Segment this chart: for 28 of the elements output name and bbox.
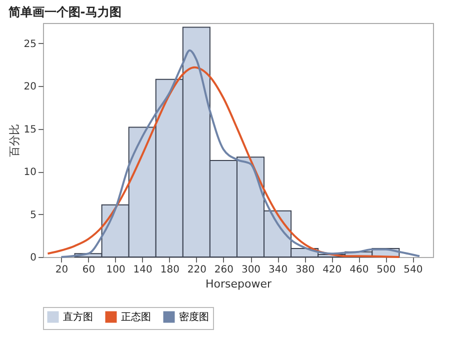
x-tick-label: 20 (55, 264, 68, 276)
x-tick-label: 100 (106, 264, 126, 276)
y-tick-label: 25 (24, 38, 36, 50)
y-tick-label: 10 (24, 167, 36, 178)
y-tick-label: 5 (30, 210, 36, 221)
y-tick-label: 0 (30, 252, 36, 264)
x-axis-title: Horsepower (205, 278, 272, 290)
chart-title: 简单画一个图-马力图 (7, 5, 122, 19)
x-tick-label: 60 (82, 264, 96, 276)
legend-label: 直方图 (63, 311, 93, 323)
x-tick-label: 540 (404, 264, 423, 276)
legend-label: 密度图 (179, 311, 209, 323)
x-tick-label: 380 (296, 264, 315, 276)
x-tick-label: 500 (376, 264, 396, 276)
y-axis-title: 百分比 (8, 124, 21, 157)
x-tick-label: 460 (350, 264, 369, 276)
y-tick-label: 20 (24, 82, 36, 93)
x-tick-label: 220 (187, 264, 206, 276)
x-tick-label: 260 (214, 264, 234, 276)
x-tick-label: 140 (133, 264, 152, 276)
x-tick-label: 340 (268, 264, 288, 276)
y-tick-label: 15 (24, 124, 36, 136)
x-tick-label: 420 (322, 264, 342, 276)
legend-label: 正态图 (121, 311, 151, 323)
line-series (60, 49, 420, 258)
line-series (46, 66, 400, 258)
x-tick-label: 180 (160, 264, 180, 276)
x-tick-label: 300 (241, 264, 261, 276)
